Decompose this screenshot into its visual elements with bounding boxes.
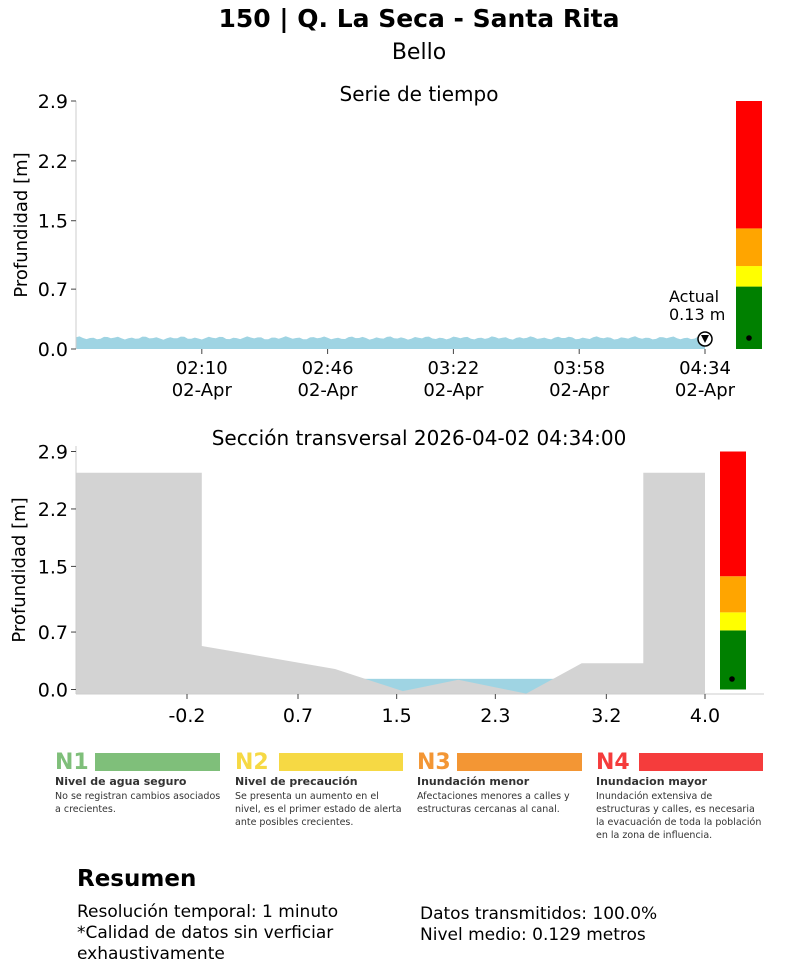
x-tick-time: 03:58 xyxy=(553,358,605,379)
x-tick-label: -0.2 xyxy=(168,705,205,727)
x-tick-label: 0.7 xyxy=(283,705,313,727)
y-axis-label: Profundidad [m] xyxy=(11,152,32,297)
legend-code: N1 xyxy=(55,750,89,775)
y-tick-label: 0.7 xyxy=(38,622,68,644)
annotation-label: Actual xyxy=(669,287,719,306)
y-tick-label: 2.9 xyxy=(38,442,68,464)
x-tick-time: 04:34 xyxy=(679,358,731,379)
y-tick-label: 2.9 xyxy=(38,91,68,113)
water-depth-area xyxy=(76,336,705,349)
x-tick-date: 02-Apr xyxy=(172,380,233,401)
x-tick-date: 02-Apr xyxy=(549,380,610,401)
legend-bar xyxy=(639,753,763,771)
y-tick-label: 0.0 xyxy=(38,680,68,702)
legend-name: Nivel de precaución xyxy=(235,775,358,788)
page-subtitle: Bello xyxy=(391,40,447,65)
x-tick-date: 02-Apr xyxy=(675,380,736,401)
x-tick-label: 2.3 xyxy=(480,705,510,727)
level-bar-segment-n2 xyxy=(720,612,746,631)
x-tick-date: 02-Apr xyxy=(298,380,359,401)
cross-section-chart: Sección transversal 2026-04-02 04:34:00 P… xyxy=(9,426,764,727)
level-bar-segment-n3 xyxy=(736,228,762,267)
y-tick-label: 0.7 xyxy=(38,279,68,301)
legend-name: Inundacion mayor xyxy=(596,775,708,788)
annotation-value: 0.13 m xyxy=(669,305,725,324)
y-tick-label: 0.0 xyxy=(38,339,68,361)
legend-name: Nivel de agua seguro xyxy=(55,775,187,788)
legend-desc: Inundación extensiva de estructuras y ca… xyxy=(596,791,762,841)
legend-code: N3 xyxy=(417,750,451,775)
y-tick-label: 2.2 xyxy=(38,151,68,173)
level-bar-segment-n4 xyxy=(736,101,762,229)
legend-bar xyxy=(457,753,582,771)
y-axis-label: Profundidad [m] xyxy=(9,497,30,642)
x-tick-time: 02:10 xyxy=(176,358,228,379)
x-tick-label: 3.2 xyxy=(591,705,621,727)
summary-title: Resumen xyxy=(77,866,197,892)
x-tick-date: 02-Apr xyxy=(423,380,484,401)
legend-bar xyxy=(95,753,220,771)
x-tick-label: 1.5 xyxy=(382,705,412,727)
y-tick-label: 1.5 xyxy=(38,556,68,578)
legend-desc: Se presenta un aumento en el nivel, es e… xyxy=(235,791,402,828)
summary-left-text: Resolución temporal: 1 minuto *Calidad d… xyxy=(77,902,339,964)
y-tick-label: 1.5 xyxy=(38,211,68,233)
level-bar-current-dot xyxy=(746,335,752,341)
level-bar-segment-n4 xyxy=(720,451,746,577)
legend-code: N2 xyxy=(235,750,269,775)
chart-title: Serie de tiempo xyxy=(340,82,499,106)
level-bar-current-dot xyxy=(729,676,735,682)
legend-desc: No se registran cambios asociados a crec… xyxy=(55,791,221,815)
summary-right-text: Datos transmitidos: 100.0% Nivel medio: … xyxy=(420,904,658,945)
y-tick-label: 2.2 xyxy=(38,499,68,521)
legend-bar xyxy=(279,753,403,771)
x-tick-time: 03:22 xyxy=(427,358,479,379)
terrain-profile-area xyxy=(76,472,705,694)
x-tick-label: 4.0 xyxy=(690,705,720,727)
x-tick-time: 02:46 xyxy=(302,358,354,379)
level-bar-segment-n2 xyxy=(736,266,762,287)
legend-desc: Afectaciones menores a calles y estructu… xyxy=(417,791,570,815)
legend-name: Inundación menor xyxy=(417,775,530,788)
chart-title: Sección transversal 2026-04-02 04:34:00 xyxy=(212,426,627,450)
legend-code: N4 xyxy=(596,750,630,775)
current-level-marker-arrow xyxy=(701,335,709,343)
time-series-chart: Serie de tiempo Profundidad [m] 0.0 0.7 1.5 2… xyxy=(11,82,762,401)
page-title: 150 | Q. La Seca - Santa Rita xyxy=(218,4,620,33)
level-bar-segment-n3 xyxy=(720,576,746,613)
